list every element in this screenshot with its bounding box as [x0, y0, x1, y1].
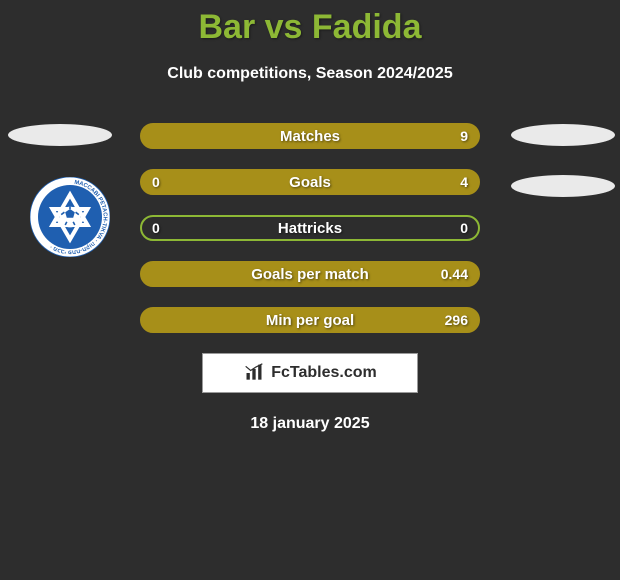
player-photo-right-placeholder: [511, 124, 615, 146]
maccabi-petah-tikva-icon: MACCABI PETACH-TIKVA · מכבי פתח-תקוה ·: [30, 177, 110, 257]
stat-row-goals-per-match: Goals per match 0.44: [140, 261, 480, 287]
stat-label: Matches: [142, 128, 478, 145]
stat-right-value: 4: [460, 174, 468, 190]
brand-text: FcTables.com: [271, 364, 377, 382]
stats-list: Matches 9 0 Goals 4 0 Hattricks 0 Goals …: [140, 123, 480, 333]
bar-chart-icon: [243, 363, 265, 383]
stat-label: Goals: [142, 174, 478, 191]
stat-right-value: 296: [445, 312, 468, 328]
club-badge-left: MACCABI PETACH-TIKVA · מכבי פתח-תקוה ·: [30, 177, 110, 257]
club-badge-right-placeholder: [511, 175, 615, 197]
stat-right-value: 9: [460, 128, 468, 144]
stat-row-min-per-goal: Min per goal 296: [140, 307, 480, 333]
date-label: 18 january 2025: [0, 415, 620, 433]
stat-row-hattricks: 0 Hattricks 0: [140, 215, 480, 241]
stat-row-matches: Matches 9: [140, 123, 480, 149]
stat-right-value: 0.44: [441, 266, 468, 282]
comparison-panel: MACCABI PETACH-TIKVA · מכבי פתח-תקוה · M…: [0, 123, 620, 433]
stat-label: Min per goal: [142, 312, 478, 329]
player-photo-left-placeholder: [8, 124, 112, 146]
page-title: Bar vs Fadida: [0, 0, 620, 47]
stat-right-value: 0: [460, 220, 468, 236]
stat-label: Goals per match: [142, 266, 478, 283]
brand-attribution[interactable]: FcTables.com: [202, 353, 418, 393]
stat-row-goals: 0 Goals 4: [140, 169, 480, 195]
stat-label: Hattricks: [142, 220, 478, 237]
subtitle: Club competitions, Season 2024/2025: [0, 65, 620, 83]
